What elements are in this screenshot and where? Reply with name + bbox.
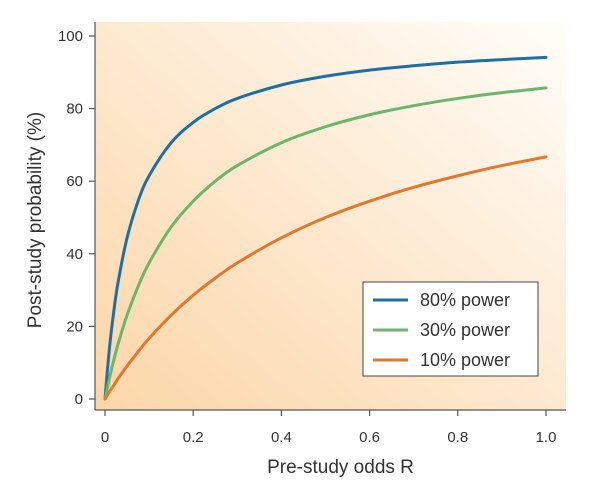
- x-tick-label: 0.4: [271, 429, 292, 446]
- x-tick-label: 0.6: [359, 429, 380, 446]
- x-tick-label: 0: [101, 429, 109, 446]
- y-tick-label: 60: [66, 173, 83, 190]
- y-tick-label: 0: [75, 391, 83, 408]
- x-tick-label: 1.0: [536, 429, 557, 446]
- legend-label-10-power: 10% power: [420, 350, 510, 370]
- series-line-10-power: [103, 155, 548, 401]
- x-axis-label: Pre-study odds R: [267, 457, 414, 478]
- series-line-80-power: [103, 55, 548, 401]
- y-tick-label: 80: [66, 101, 83, 118]
- y-axis-label: Post-study probability (%): [25, 112, 46, 328]
- y-tick-label: 20: [66, 318, 83, 335]
- y-tick-label: 100: [58, 28, 83, 45]
- x-tick-label: 0.8: [447, 429, 468, 446]
- y-tick-label: 40: [66, 246, 83, 263]
- x-tick-label: 0.2: [183, 429, 204, 446]
- series-layer: [103, 55, 548, 401]
- axes: 0 20 40 60 80 100 0 0.2 0.4 0.6 0.8 1.0 Pre-study od…: [25, 22, 566, 478]
- legend-label-30-power: 30% power: [420, 320, 510, 340]
- series-line-30-power: [103, 86, 548, 401]
- legend: 80% power 30% power 10% power: [362, 281, 539, 377]
- legend-label-80-power: 80% power: [420, 290, 510, 310]
